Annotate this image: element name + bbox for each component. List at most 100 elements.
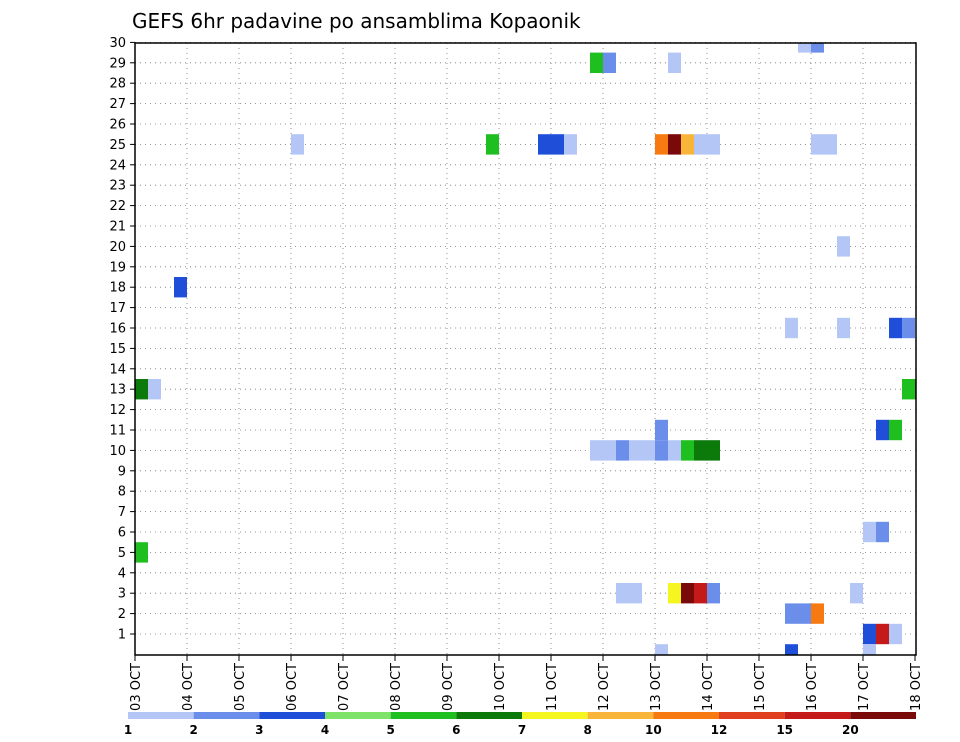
- legend-label: 12: [711, 723, 728, 737]
- data-cell: [694, 440, 707, 461]
- legend-swatch: [390, 712, 457, 719]
- data-cell: [551, 134, 564, 155]
- x-tick-label: 05 OCT: [233, 663, 248, 711]
- x-tick-label: 16 OCT: [805, 663, 820, 711]
- x-tick-label: 17 OCT: [857, 663, 872, 711]
- data-cell: [603, 440, 616, 461]
- x-tick-label: 07 OCT: [337, 663, 352, 711]
- x-tick-label: 10 OCT: [493, 663, 508, 711]
- y-tick-label: 15: [109, 342, 126, 357]
- legend-label: 3: [255, 723, 263, 737]
- data-cell: [135, 379, 148, 400]
- data-cell: [889, 623, 902, 645]
- data-cell: [850, 583, 863, 604]
- data-cell: [798, 603, 811, 624]
- y-tick-label: 25: [109, 138, 126, 153]
- data-cell: [837, 317, 850, 339]
- y-tick-label: 27: [109, 97, 126, 112]
- data-cell: [863, 623, 876, 645]
- x-tick-label: 08 OCT: [389, 663, 404, 711]
- data-cell: [837, 236, 850, 257]
- data-cell: [616, 440, 629, 461]
- legend-swatch: [259, 712, 325, 719]
- data-cell: [135, 542, 148, 563]
- legend-label: 20: [842, 723, 859, 737]
- data-cell: [642, 440, 655, 461]
- y-tick-label: 28: [109, 77, 126, 92]
- y-tick-label: 4: [118, 566, 126, 581]
- data-cell: [707, 134, 720, 155]
- data-cell: [681, 134, 694, 155]
- data-cell: [655, 440, 668, 461]
- data-cell: [707, 440, 720, 461]
- data-cell: [785, 644, 798, 655]
- y-tick-label: 22: [109, 199, 126, 214]
- legend-label: 5: [386, 723, 394, 737]
- legend-swatch: [325, 712, 391, 719]
- data-cell: [694, 134, 707, 155]
- y-tick-label: 30: [109, 36, 126, 51]
- data-cell: [876, 623, 889, 645]
- x-tick-label: 12 OCT: [597, 663, 612, 711]
- y-tick-label: 16: [109, 322, 126, 337]
- data-cells: [135, 43, 916, 655]
- y-tick-label: 2: [118, 607, 126, 622]
- y-tick-label: 9: [118, 464, 126, 479]
- x-tick-label: 04 OCT: [181, 663, 196, 711]
- legend-label: 15: [776, 723, 793, 737]
- x-tick-label: 03 OCT: [129, 663, 144, 711]
- y-tick-label: 23: [109, 179, 126, 194]
- data-cell: [811, 43, 824, 53]
- data-cell: [785, 317, 798, 339]
- data-cell: [824, 134, 837, 155]
- data-cell: [564, 134, 577, 155]
- legend-swatch: [522, 712, 588, 719]
- x-tick-label: 13 OCT: [649, 663, 664, 711]
- legend-swatch: [653, 712, 719, 719]
- data-cell: [889, 419, 902, 441]
- data-cell: [668, 583, 681, 604]
- data-cell: [681, 583, 694, 604]
- data-cell: [668, 134, 681, 155]
- x-tick-label: 15 OCT: [753, 663, 768, 711]
- data-cell: [863, 521, 876, 543]
- data-cell: [707, 583, 720, 604]
- legend-swatch: [456, 712, 522, 719]
- data-cell: [629, 583, 642, 604]
- data-cell: [902, 317, 915, 339]
- data-cell: [889, 317, 902, 339]
- x-tick-label: 06 OCT: [285, 663, 300, 711]
- x-tick-label: 11 OCT: [545, 663, 560, 711]
- y-tick-label: 12: [109, 403, 126, 418]
- legend-label: 8: [583, 723, 591, 737]
- y-tick-label: 26: [109, 118, 126, 133]
- data-cell: [590, 52, 603, 73]
- data-cell: [811, 134, 824, 155]
- y-tick-label: 29: [109, 56, 126, 71]
- data-cell: [538, 134, 551, 155]
- color-legend: 1 2 3 4 5 6 7 8 10 12 15 20: [124, 712, 916, 737]
- y-tick-label: 5: [118, 546, 126, 561]
- y-tick-label: 1: [118, 628, 126, 643]
- plot-frame: [134, 42, 917, 656]
- data-cell: [655, 134, 668, 155]
- legend-swatch: [850, 712, 916, 719]
- data-cell: [798, 43, 811, 53]
- data-cell: [174, 277, 187, 298]
- y-tick-label: 24: [109, 158, 126, 173]
- legend-swatch: [587, 712, 654, 719]
- data-cell: [148, 379, 161, 400]
- y-tick-label: 3: [118, 587, 126, 602]
- data-cell: [590, 440, 603, 461]
- y-tick-label: 17: [109, 301, 126, 316]
- data-cell: [616, 583, 629, 604]
- y-tick-label: 18: [109, 281, 126, 296]
- data-cell: [811, 603, 824, 624]
- x-tick-label: 18 OCT: [909, 663, 924, 711]
- y-tick-label: 19: [109, 260, 126, 275]
- legend-swatch: [193, 712, 260, 719]
- y-tick-label: 11: [109, 424, 126, 439]
- legend-label: 7: [518, 723, 526, 737]
- legend-swatch: [128, 712, 194, 719]
